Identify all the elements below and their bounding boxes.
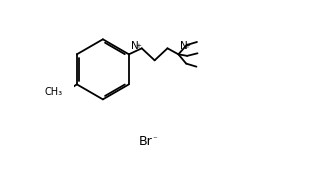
Text: Br: Br: [139, 135, 153, 148]
Text: N: N: [130, 41, 138, 51]
Text: +: +: [185, 43, 190, 49]
Text: +: +: [135, 43, 141, 49]
Text: N: N: [180, 41, 188, 51]
Text: CH₃: CH₃: [44, 87, 62, 97]
Text: ⁻: ⁻: [152, 135, 157, 144]
